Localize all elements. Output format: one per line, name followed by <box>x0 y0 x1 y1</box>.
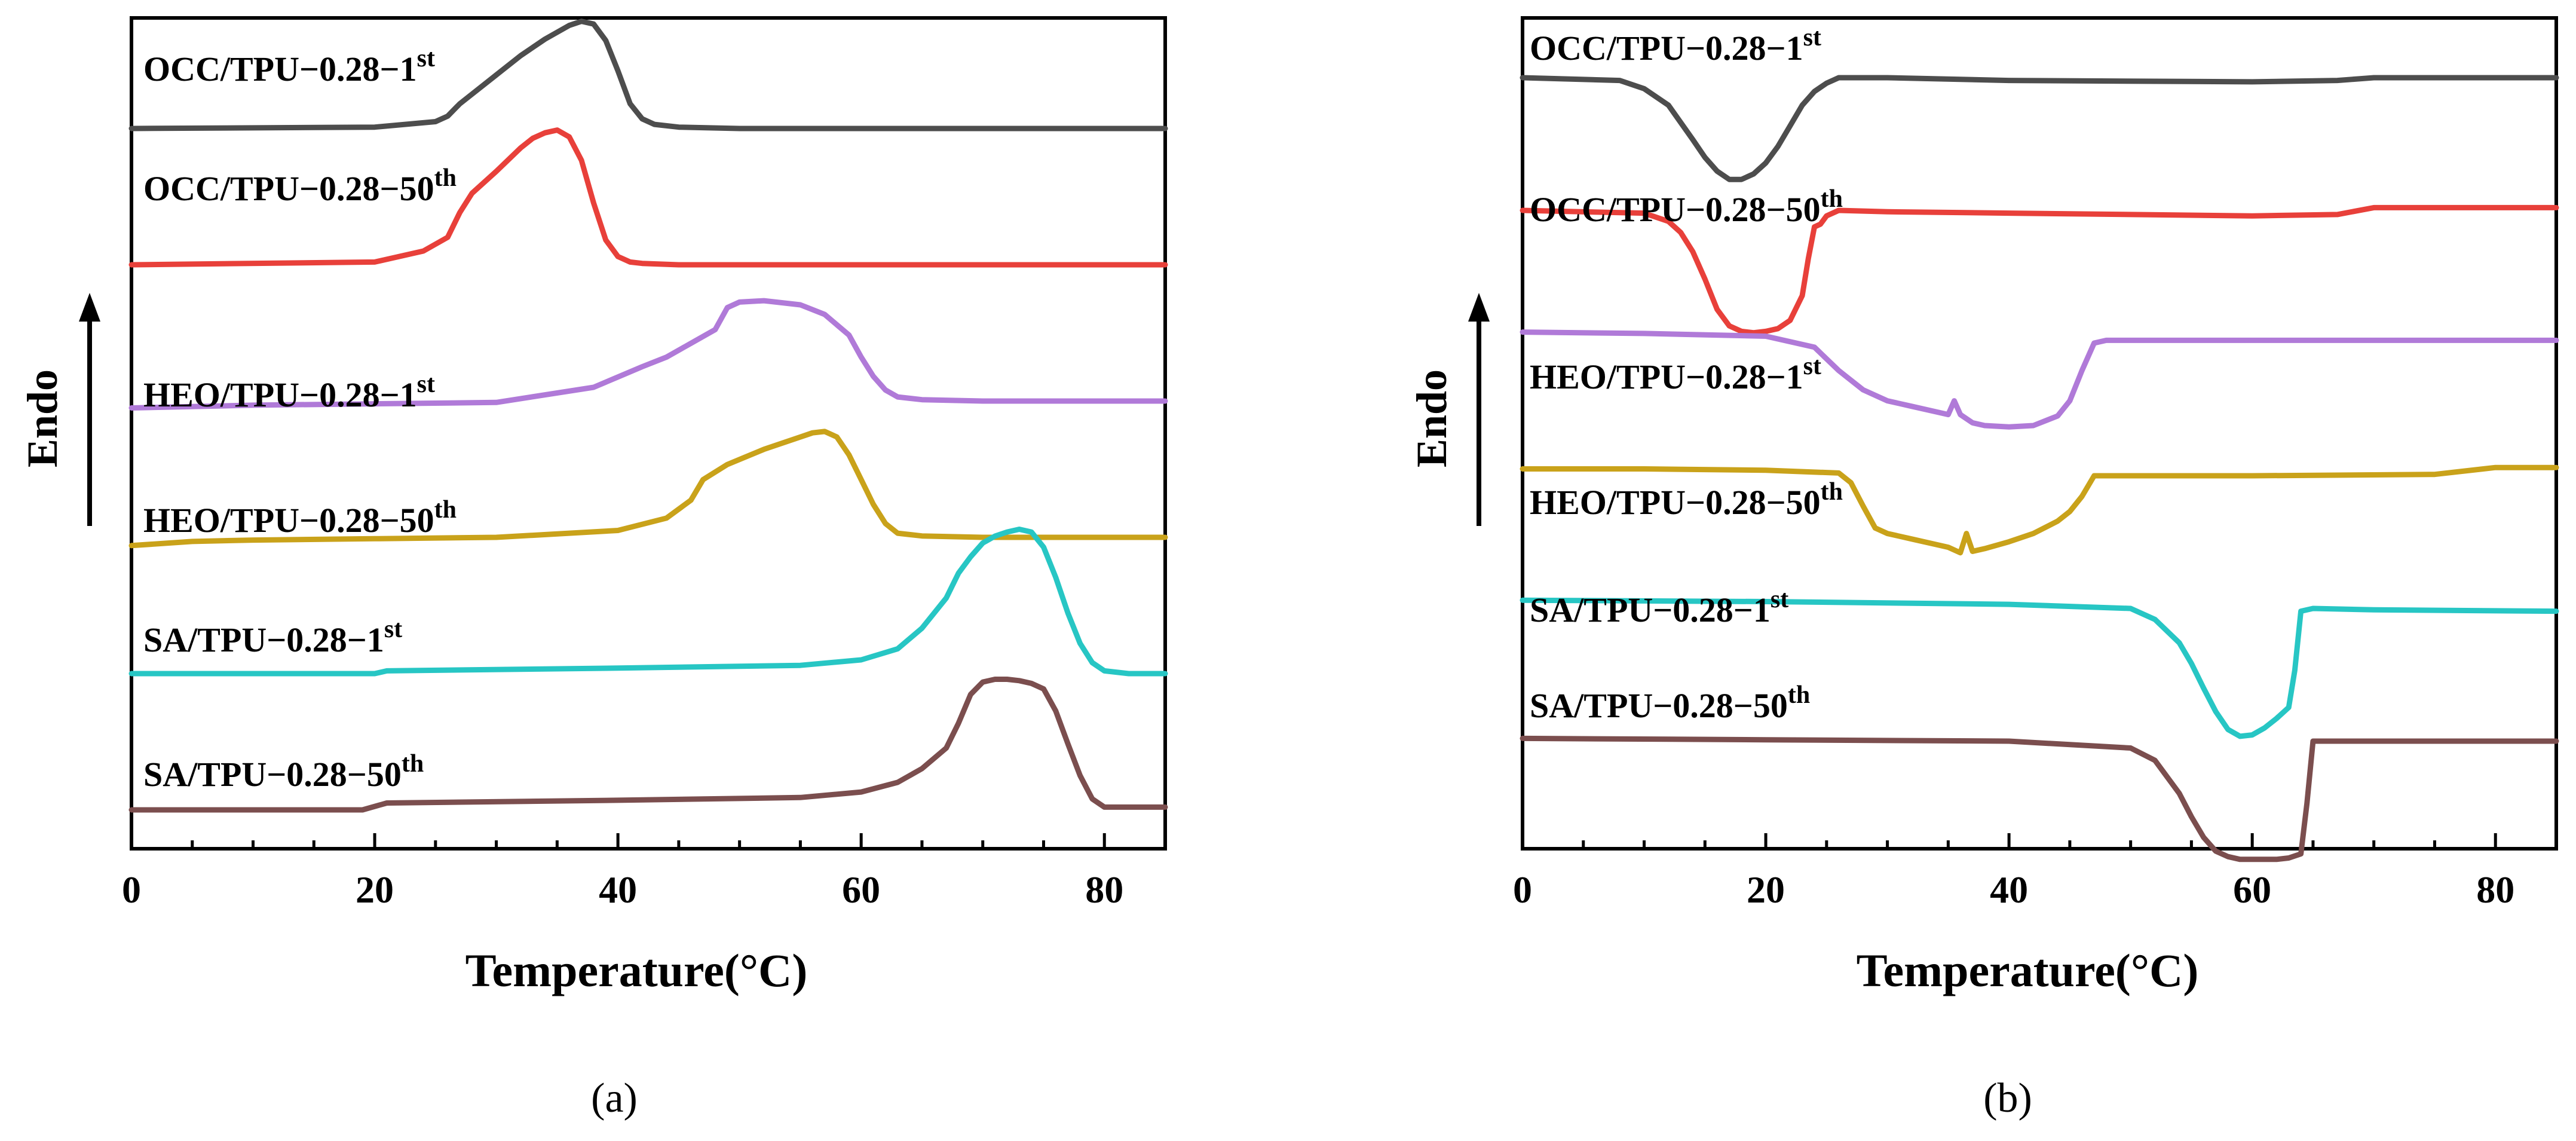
x-tick-label: 0 <box>122 868 141 911</box>
series-line-heo-tpu-0-28-1st <box>1520 329 2559 430</box>
series-line-occ-tpu-0-28-1st <box>128 19 1168 131</box>
series-label: SA/TPU−0.28−1st <box>1530 586 1788 629</box>
series-line-sa-tpu-0-28-1st <box>128 527 1168 677</box>
series-label: OCC/TPU−0.28−1st <box>143 45 435 88</box>
x-tick-label: 0 <box>1513 868 1532 911</box>
series-label: HEO/TPU−0.28−50th <box>143 496 457 540</box>
x-tick-label: 40 <box>599 868 637 911</box>
y-axis-label: Endo <box>19 369 66 467</box>
x-tick-label: 20 <box>356 868 394 911</box>
series-label: SA/TPU−0.28−1st <box>143 616 402 659</box>
series-label: HEO/TPU−0.28−1st <box>1530 353 1821 396</box>
series-line-heo-tpu-0-28-50th <box>1520 464 2559 556</box>
panel-a-chart: 0 20 40 60 80 Temperature(°C) Endo OCC/TPU−0.28… <box>19 16 1168 1121</box>
series-line-occ-tpu-0-28-50th <box>128 127 1168 268</box>
x-tick-label: 60 <box>2233 868 2271 911</box>
plot-frame <box>130 16 1167 851</box>
x-tick-label: 40 <box>1990 868 2028 911</box>
x-tick-label: 20 <box>1747 868 1785 911</box>
panel-label: (b) <box>1983 1075 2032 1121</box>
endo-arrow-icon <box>1468 293 1490 526</box>
x-axis-label: Temperature(°C) <box>1857 944 2199 996</box>
series-label: OCC/TPU−0.28−50th <box>1530 185 1843 229</box>
series-label: OCC/TPU−0.28−50th <box>143 164 457 208</box>
series-label: HEO/TPU−0.28−50th <box>1530 478 1843 522</box>
y-axis-label: Endo <box>1408 369 1456 467</box>
series-label: SA/TPU−0.28−50th <box>1530 681 1810 725</box>
x-tick-label: 80 <box>2476 868 2514 911</box>
x-tick-label: 80 <box>1085 868 1123 911</box>
series-label: SA/TPU−0.28−50th <box>143 750 424 794</box>
panel-label: (a) <box>591 1075 638 1121</box>
series-line-sa-tpu-0-28-1st <box>1520 597 2559 739</box>
plot-frame <box>1521 16 2558 851</box>
series-line-occ-tpu-0-28-1st <box>1520 75 2559 182</box>
endo-arrow-icon <box>79 293 100 526</box>
series-line-heo-tpu-0-28-50th <box>128 429 1168 549</box>
series-label: HEO/TPU−0.28−1st <box>143 371 435 414</box>
panel-b-chart: 0 20 40 60 80 Temperature(°C) Endo OCC/TPU−0.28… <box>1408 16 2559 1121</box>
series-line-occ-tpu-0-28-50th <box>1520 204 2559 336</box>
x-axis-label: Temperature(°C) <box>465 944 808 996</box>
x-tick-label: 60 <box>842 868 880 911</box>
series-line-heo-tpu-0-28-1st <box>128 298 1168 411</box>
series-label: OCC/TPU−0.28−1st <box>1530 24 1821 68</box>
series-line-sa-tpu-0-28-50th <box>128 677 1168 813</box>
series-line-sa-tpu-0-28-50th <box>1520 735 2559 862</box>
